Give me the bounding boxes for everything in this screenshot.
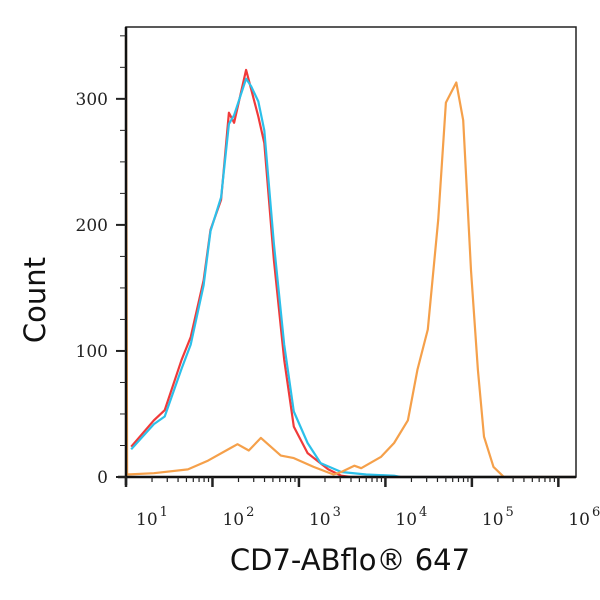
x-tick-exponent: 2 bbox=[246, 505, 254, 520]
y-tick-label: 0 bbox=[97, 468, 108, 488]
x-tick-base: 10 bbox=[568, 510, 590, 530]
plot-frame bbox=[125, 26, 577, 478]
x-tick-exponent: 6 bbox=[592, 505, 600, 520]
y-tick-label: 200 bbox=[76, 216, 108, 236]
x-tick-exponent: 3 bbox=[333, 505, 341, 520]
x-tick-base: 10 bbox=[395, 510, 417, 530]
series-lines bbox=[124, 35, 576, 479]
x-tick-base: 10 bbox=[482, 510, 504, 530]
x-tick-exponent: 5 bbox=[506, 505, 514, 520]
blue-histogram bbox=[130, 77, 576, 479]
x-tick-exponent: 4 bbox=[419, 505, 427, 520]
x-tick-base: 10 bbox=[222, 510, 244, 530]
y-axis-title: Count bbox=[18, 257, 52, 343]
x-tick-label: 10 5 bbox=[482, 505, 514, 530]
red-histogram bbox=[130, 68, 576, 479]
x-tick-base: 10 bbox=[136, 510, 158, 530]
x-tick-label: 10 2 bbox=[222, 505, 254, 530]
x-tick-base: 10 bbox=[309, 510, 331, 530]
x-tick-label: 10 4 bbox=[395, 505, 427, 530]
x-tick-label: 10 1 bbox=[136, 505, 168, 530]
y-tick-label: 100 bbox=[76, 342, 108, 362]
y-tick-label: 300 bbox=[76, 90, 108, 110]
x-tick-label: 10 6 bbox=[568, 505, 600, 530]
x-axis-title: CD7-ABflo® 647 bbox=[230, 543, 470, 577]
x-tick-label: 10 3 bbox=[309, 505, 341, 530]
x-tick-exponent: 1 bbox=[160, 505, 168, 520]
orange-histogram bbox=[124, 35, 576, 479]
